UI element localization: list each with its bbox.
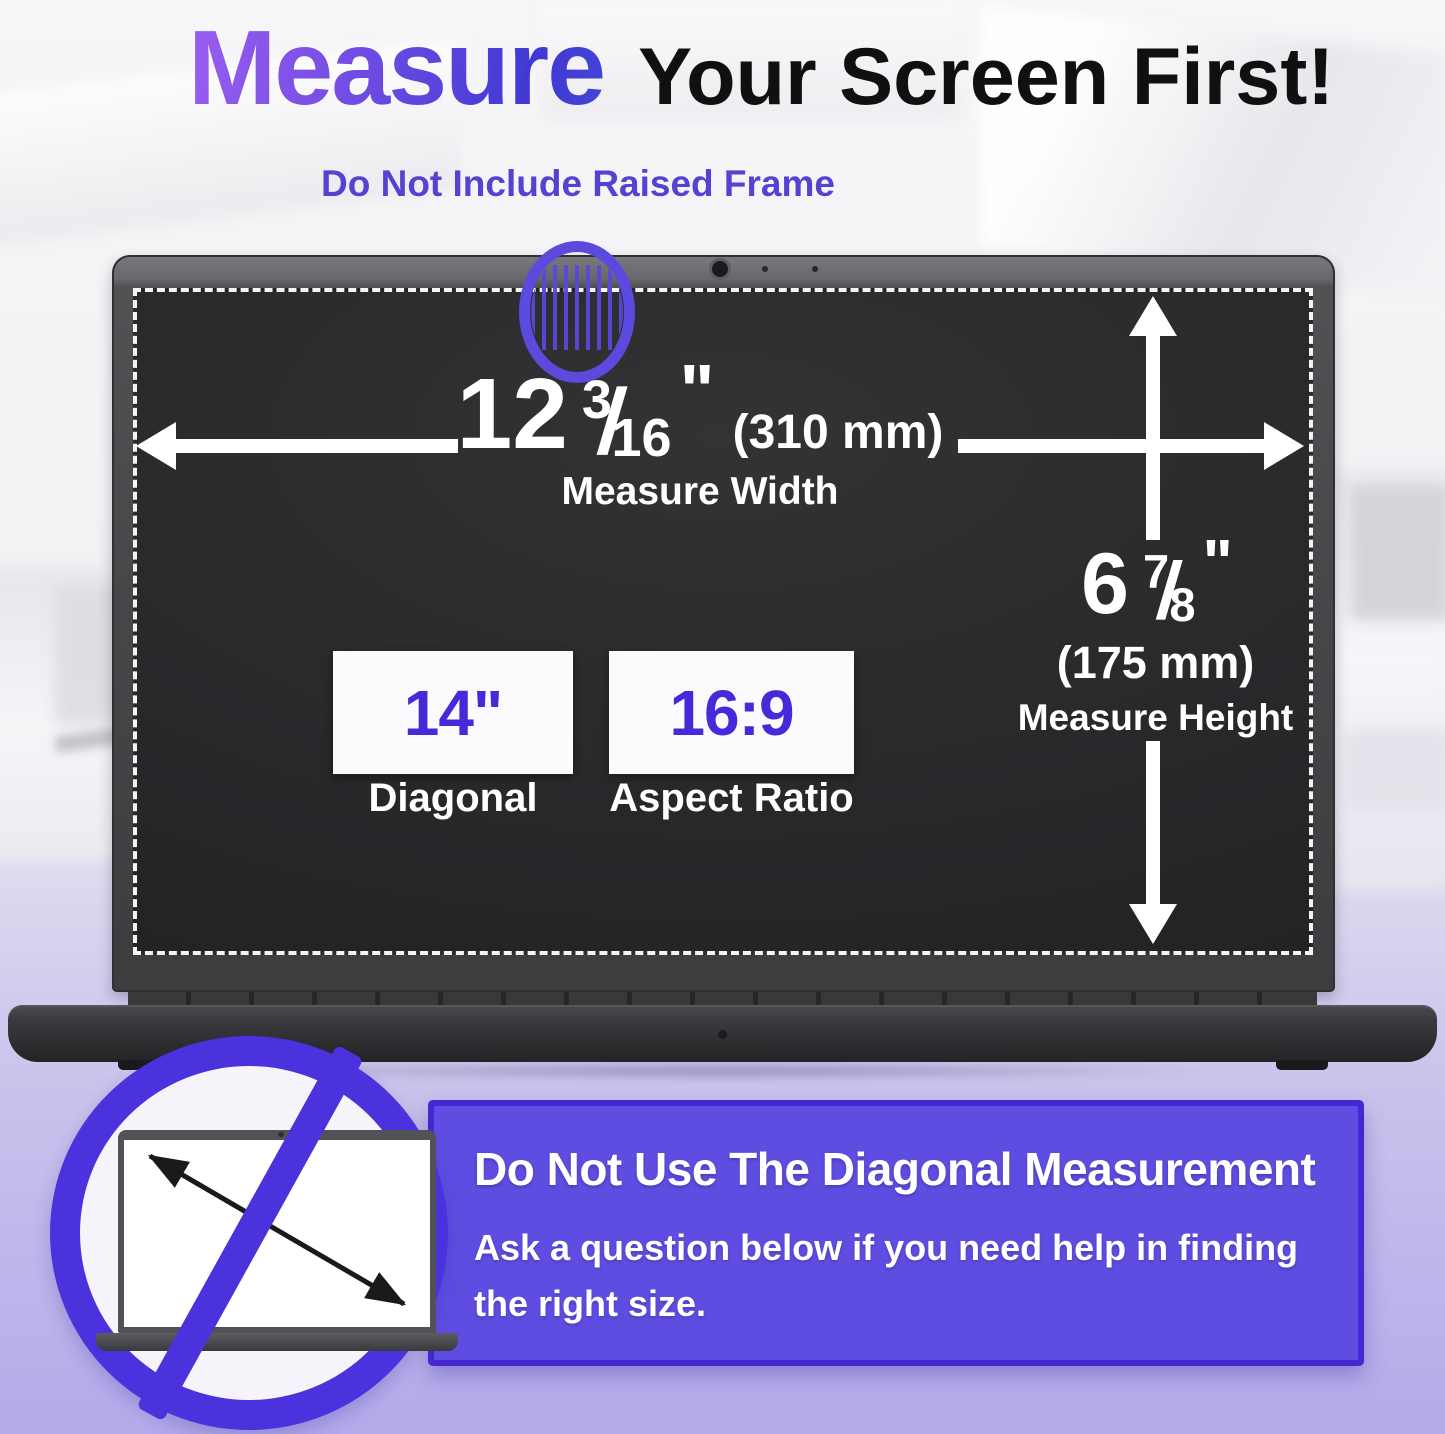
laptop-base-dot [718,1030,727,1039]
page-title: Measure Your Screen First! [188,8,1334,129]
width-arrow-shaft-left [174,439,458,453]
width-label: Measure Width [561,470,839,513]
height-fraction-denominator: 8 [1169,577,1196,631]
page-title-rest: Your Screen First! [638,32,1335,122]
warning-body: Ask a question below if you need help in… [474,1220,1338,1332]
height-value: 6 7 / 8 " [1003,530,1308,635]
height-arrowhead-down-icon [1129,904,1177,944]
raised-frame-note: Do Not Include Raised Frame [321,163,835,204]
width-arrowhead-left-icon [136,422,176,470]
height-fraction-numerator: 7 [1142,544,1170,598]
width-fraction: 3 / 16 [582,371,672,473]
hatch-stripes-icon [531,253,623,371]
warning-heading: Do Not Use The Diagonal Measurement [474,1143,1316,1195]
height-arrow-shaft-bottom [1146,741,1160,904]
height-label: Measure Height [1017,697,1294,739]
width-arrow-shaft-right [958,439,1264,453]
mini-webcam-icon [278,1132,284,1137]
diagonal-arrow-icon [147,1153,407,1307]
warning-banner: Do Not Use The Diagonal Measurement Ask … [428,1100,1364,1366]
height-fraction: 7 / 8 [1143,546,1196,635]
background-ceiling-blur [540,0,960,120]
webcam-icon [712,261,728,277]
height-arrowhead-up-icon [1129,296,1177,336]
aspect-ratio-value: 16:9 [669,676,794,749]
raised-frame-highlight-circle-icon [519,241,635,383]
page-title-highlight: Measure [188,9,606,127]
diagonal-spec-box: 14" [333,651,573,774]
warning-body-line2: the right size. [474,1282,707,1324]
width-metric-value: (310 mm) [732,406,944,460]
height-metric-value: (175 mm) [1056,637,1255,689]
diagonal-label: Diagonal [368,776,538,820]
microphone-dot-icon [762,266,768,272]
laptop-foot [1276,1060,1328,1070]
width-inch-mark: " [679,348,715,432]
width-whole-number: 12 [456,358,568,470]
width-arrowhead-right-icon [1264,422,1304,470]
width-value: 12 3 / 16 " (310 mm) [420,353,980,473]
mini-laptop-base-icon [96,1333,458,1351]
height-measurement: 6 7 / 8 " (175 mm) Measure Height [1003,530,1308,739]
height-inch-mark: " [1202,526,1233,599]
width-measurement: 12 3 / 16 " (310 mm) Measure Width [420,353,980,514]
aspect-ratio-spec-box: 16:9 [609,651,854,774]
no-diagonal-icon [50,1036,458,1430]
laptop-screen-dashed-area [133,288,1313,955]
height-whole-number: 6 [1081,536,1129,632]
microphone-dot-icon [812,266,818,272]
warning-body-line1: Ask a question below if you need help in… [474,1227,1299,1268]
laptop-keyboard-deck [128,992,1317,1007]
background-drawer-right [1345,730,1445,810]
width-fraction-denominator: 16 [611,407,672,468]
aspect-ratio-label: Aspect Ratio [609,776,854,820]
height-arrow-shaft-top [1146,334,1160,540]
diagonal-value: 14" [403,676,504,749]
background-monitor-right [1350,485,1445,620]
